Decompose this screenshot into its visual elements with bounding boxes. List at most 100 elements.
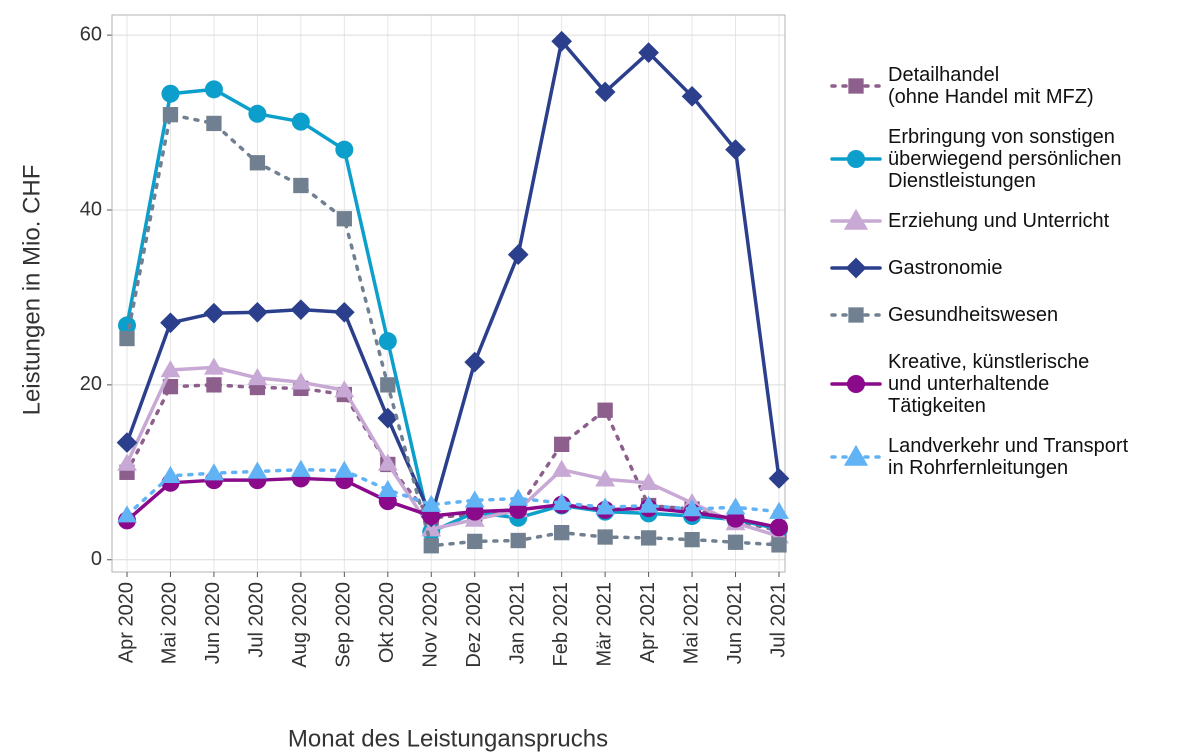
marker: [594, 81, 616, 103]
marker: [769, 501, 789, 519]
marker: [595, 469, 616, 487]
marker: [380, 377, 396, 393]
marker: [845, 257, 867, 279]
marker: [162, 107, 179, 123]
marker: [638, 495, 659, 513]
x-tick-label: Jan 2021: [506, 582, 528, 664]
y-tick-label: 0: [91, 548, 102, 570]
marker: [117, 453, 137, 471]
marker: [843, 208, 869, 230]
series-line: [125, 467, 781, 517]
legend-label: Landverkehr und Transport in Rohrfernlei…: [888, 435, 1129, 479]
series-line: [125, 476, 781, 530]
x-tick-label: Dez 2020: [463, 582, 485, 668]
x-tick-label: Jul 2021: [767, 582, 789, 658]
x-tick-label: Okt 2020: [376, 582, 398, 663]
marker: [160, 465, 181, 484]
marker: [554, 525, 570, 541]
marker: [291, 112, 310, 131]
marker: [848, 307, 864, 323]
marker: [117, 505, 137, 523]
marker: [423, 538, 439, 554]
marker: [204, 357, 224, 375]
y-tick-label: 40: [80, 198, 102, 220]
marker: [161, 84, 180, 103]
x-axis-label: Monat des Leistunganspruchs: [288, 725, 608, 752]
marker: [421, 494, 442, 512]
marker: [247, 367, 268, 386]
marker: [116, 432, 138, 453]
marker: [551, 30, 573, 52]
marker: [248, 104, 267, 123]
marker: [843, 444, 869, 466]
marker: [206, 115, 222, 132]
marker: [597, 402, 613, 418]
marker: [551, 493, 572, 511]
marker: [597, 529, 613, 545]
marker: [206, 377, 222, 393]
marker: [847, 150, 865, 168]
marker: [119, 330, 135, 347]
marker: [334, 380, 355, 398]
marker: [336, 211, 352, 227]
marker: [554, 436, 570, 452]
legend-label: Detailhandel (ohne Handel mit MFZ): [888, 64, 1094, 108]
x-tick-label: Mai 2021: [680, 582, 702, 664]
marker: [725, 139, 746, 161]
series: [117, 459, 789, 523]
marker: [682, 499, 702, 517]
series: [116, 30, 790, 528]
marker: [290, 372, 311, 390]
marker: [508, 488, 529, 506]
series: [119, 107, 787, 554]
marker: [290, 299, 312, 321]
marker: [160, 360, 181, 378]
plot-border: [111, 14, 786, 573]
marker: [118, 316, 136, 335]
series-line: [125, 112, 781, 548]
marker: [162, 378, 179, 395]
marker: [725, 497, 746, 515]
marker: [595, 497, 616, 515]
marker: [551, 459, 572, 477]
marker: [204, 80, 223, 99]
marker: [293, 177, 309, 194]
series-line: [125, 39, 781, 519]
series-line: [125, 383, 781, 533]
marker: [847, 375, 865, 393]
marker: [640, 530, 657, 546]
legend-label: Gastronomie: [888, 257, 1003, 279]
marker: [681, 85, 703, 107]
marker: [203, 302, 225, 324]
series-line: [125, 87, 781, 534]
marker: [510, 532, 526, 549]
marker: [377, 453, 398, 471]
x-tick-label: Aug 2020: [289, 582, 311, 668]
marker: [249, 155, 266, 171]
x-tick-label: Jun 2021: [724, 582, 746, 664]
marker: [638, 472, 659, 491]
x-tick-label: Mär 2021: [593, 582, 615, 667]
marker: [335, 140, 354, 159]
marker: [290, 459, 311, 477]
marker: [768, 468, 790, 489]
y-tick-label: 60: [80, 23, 102, 45]
marker: [377, 479, 398, 498]
marker: [507, 244, 529, 265]
marker: [464, 490, 485, 508]
marker: [247, 461, 268, 479]
marker: [684, 531, 700, 548]
marker: [727, 534, 744, 550]
x-tick-label: Apr 2021: [637, 582, 659, 663]
series-line: [125, 365, 781, 538]
marker: [771, 537, 787, 553]
x-tick-label: Jul 2020: [246, 582, 268, 658]
marker: [334, 460, 355, 478]
marker: [247, 301, 268, 323]
marker: [333, 301, 355, 323]
marker: [204, 463, 224, 481]
x-tick-label: Sep 2020: [333, 582, 355, 668]
legend-label: Erziehung und Unterricht: [888, 210, 1110, 232]
